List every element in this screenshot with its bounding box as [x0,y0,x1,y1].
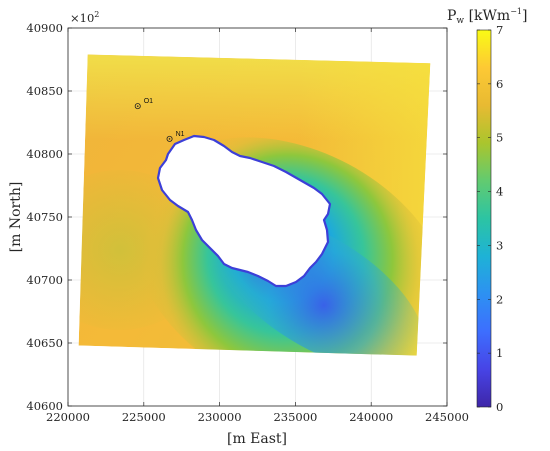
colorbar-tick-label: 7 [496,23,503,37]
colorbar-ticks: 0 1 2 3 4 5 6 7 [477,23,503,414]
marker-label-o1: O1 [144,98,153,105]
y-exponent: ×102 [70,10,99,25]
y-tick-label: 40900 [26,21,63,35]
y-tick-label: 40650 [26,336,63,350]
colorbar-tick-label: 5 [496,131,503,145]
colorbar-tick-label: 6 [496,77,503,91]
colorbar-tick-label: 0 [496,400,503,414]
x-tick-label: 245000 [425,410,469,424]
colorbar: 0 1 2 3 4 5 6 7 Pw [kWm−1] [447,7,527,414]
colorbar-tick-label: 1 [496,346,503,360]
y-tick-label: 40600 [26,399,63,413]
marker-dot-n1 [168,138,171,140]
axes-frame [67,27,448,407]
colorbar-tick-label: 2 [496,292,503,306]
x-tick-label: 220000 [46,410,90,424]
colorbar-gradient [476,29,492,408]
colorbar-tick-label: 4 [496,185,503,199]
x-tick-label: 230000 [198,410,242,424]
marker-dot-o1 [136,105,139,107]
colorbar-label: Pw [kWm−1] [447,7,527,26]
y-tick-label: 40700 [26,273,63,287]
marker-o1 [134,103,141,110]
island [156,134,332,288]
marker-label-n1: N1 [176,131,185,138]
marker-n1 [166,135,173,142]
x-tick-label: 225000 [122,410,166,424]
point-markers: O1 N1 [134,98,185,142]
x-axis-label: [m East] [227,431,287,447]
x-tick-label: 235000 [273,410,317,424]
wave-power-field [78,54,431,356]
colorbar-tick-label: 3 [496,238,503,252]
y-tick-label: 40800 [26,147,63,161]
y-tick-label: 40850 [26,84,63,98]
x-tick-label: 240000 [349,410,393,424]
y-axis-label: [m North] [8,182,24,253]
y-tick-label: 40750 [26,210,63,224]
axes: 220000 225000 230000 235000 240000 245000 4060… [26,21,469,424]
